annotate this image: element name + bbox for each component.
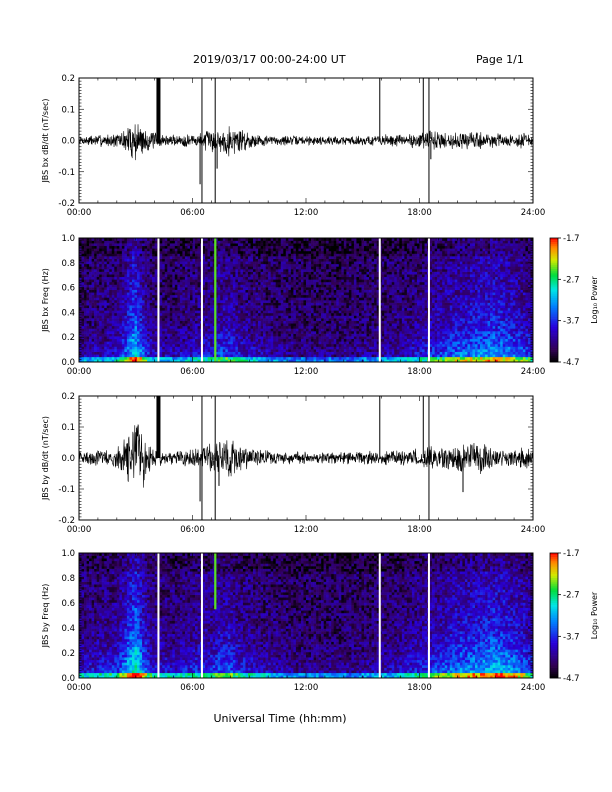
y-tick-label-2: 0.2 xyxy=(61,649,75,659)
x-tick-label-2: 06:00 xyxy=(180,525,205,535)
data-gap-3 xyxy=(378,238,381,362)
y-axis-label: JBS by dB/dt (nT/sec) xyxy=(41,416,50,501)
data-gap-marker-1 xyxy=(156,78,161,144)
colorbar-tick-label-3: -3.7 xyxy=(563,632,580,642)
y-tick-label-4: 0.1 xyxy=(61,105,75,115)
data-gap-3 xyxy=(378,553,381,678)
y-axis-label: JBS bx Freq (Hz) xyxy=(41,268,50,333)
colorbar-tick-label-1: -1.7 xyxy=(563,549,580,559)
x-tick-label-2: 06:00 xyxy=(180,208,205,218)
x-tick-label-4: 18:00 xyxy=(407,683,432,693)
narrowband-line-1 xyxy=(214,553,217,610)
y-tick-label-3: 0.0 xyxy=(61,137,75,147)
x-tick-label-1: 00:00 xyxy=(67,683,92,693)
data-gap-2 xyxy=(200,238,203,362)
colorbar-tick-label-4: -4.7 xyxy=(563,674,580,684)
y-tick-label-5: 0.8 xyxy=(61,574,75,584)
spectrogram-cells xyxy=(79,238,534,363)
data-gap-marker-1 xyxy=(156,396,161,458)
y-tick-label-3: 0.4 xyxy=(61,308,75,318)
x-tick-label-1: 00:00 xyxy=(67,208,92,218)
y-tick-label-5: 0.2 xyxy=(61,74,75,84)
narrowband-line-1 xyxy=(214,238,217,362)
x-tick-label-2: 06:00 xyxy=(180,367,205,377)
y-tick-label-5: 0.2 xyxy=(61,392,75,402)
panel-1: -0.2 -0.1 0.0 0.1 0.2 00:00 06:00 12:00 18:00 24:… xyxy=(41,74,545,218)
data-gap-2 xyxy=(200,553,203,678)
data-gap-1 xyxy=(157,553,160,678)
colorbar-tick-label-2: -2.7 xyxy=(563,591,580,601)
x-axis-title: Universal Time (hh:mm) xyxy=(213,712,347,725)
plot-date-range: 2019/03/17 00:00-24:00 UT xyxy=(193,53,346,66)
x-tick-label-3: 12:00 xyxy=(294,525,319,535)
colorbar-tick-label-3: -3.7 xyxy=(563,317,580,327)
x-tick-label-4: 18:00 xyxy=(407,525,432,535)
x-tick-label-5: 24:00 xyxy=(521,525,546,535)
data-gap-4 xyxy=(427,238,430,362)
spectrogram-cells xyxy=(79,553,534,679)
x-tick-label-5: 24:00 xyxy=(521,208,546,218)
colorbar-tick-label-2: -2.7 xyxy=(563,275,580,285)
y-axis-label: JBS by Freq (Hz) xyxy=(41,584,50,649)
x-tick-label-1: 00:00 xyxy=(67,367,92,377)
y-tick-label-2: -0.1 xyxy=(58,485,75,495)
y-tick-label-1: 0.0 xyxy=(61,674,75,684)
x-tick-label-5: 24:00 xyxy=(521,683,546,693)
y-tick-label-1: -0.2 xyxy=(58,516,75,526)
y-tick-label-1: 0.0 xyxy=(61,358,75,368)
x-tick-label-2: 06:00 xyxy=(180,683,205,693)
y-tick-label-4: 0.6 xyxy=(61,284,75,294)
data-gap-4 xyxy=(427,553,430,678)
colorbar-frame xyxy=(549,552,559,679)
colorbar-label: Log₁₀ Power xyxy=(590,591,599,639)
x-tick-label-3: 12:00 xyxy=(294,208,319,218)
y-tick-label-3: 0.0 xyxy=(61,454,75,464)
page-indicator: Page 1/1 xyxy=(476,53,524,66)
colorbar: -1.7 -2.7 -3.7 -4.7 Log₁₀ Power xyxy=(549,234,599,368)
panel-4: -1.7 -2.7 -3.7 -4.7 Log₁₀ Power 0.0 0.2 0.4 0.6 0… xyxy=(41,549,599,693)
x-tick-label-5: 24:00 xyxy=(521,367,546,377)
series-trace xyxy=(78,424,534,488)
y-tick-label-6: 1.0 xyxy=(61,234,75,244)
series-trace xyxy=(78,124,534,161)
colorbar-label: Log₁₀ Power xyxy=(590,276,599,324)
y-tick-label-1: -0.2 xyxy=(58,199,75,209)
y-tick-label-2: 0.2 xyxy=(61,333,75,343)
x-tick-label-3: 12:00 xyxy=(294,367,319,377)
y-tick-label-2: -0.1 xyxy=(58,168,75,178)
panel-2: -1.7 -2.7 -3.7 -4.7 Log₁₀ Power 0.0 0.2 0.4 0.6 0… xyxy=(41,234,599,377)
data-gap-1 xyxy=(157,238,160,362)
y-tick-label-5: 0.8 xyxy=(61,259,75,269)
y-axis-label: JBS bx dB/dt (nT/sec) xyxy=(41,98,50,183)
y-tick-label-3: 0.4 xyxy=(61,624,75,634)
y-tick-label-4: 0.1 xyxy=(61,423,75,433)
colorbar-tick-label-4: -4.7 xyxy=(563,358,580,368)
y-tick-label-6: 1.0 xyxy=(61,549,75,559)
colorbar-tick-label-1: -1.7 xyxy=(563,234,580,244)
x-tick-label-1: 00:00 xyxy=(67,525,92,535)
colorbar-frame xyxy=(549,237,559,363)
panel-3: -0.2 -0.1 0.0 0.1 0.2 00:00 06:00 12:00 18:00 24:… xyxy=(41,392,545,535)
x-tick-label-3: 12:00 xyxy=(294,683,319,693)
colorbar: -1.7 -2.7 -3.7 -4.7 Log₁₀ Power xyxy=(549,549,599,684)
x-tick-label-4: 18:00 xyxy=(407,367,432,377)
x-tick-label-4: 18:00 xyxy=(407,208,432,218)
y-tick-label-4: 0.6 xyxy=(61,599,75,609)
